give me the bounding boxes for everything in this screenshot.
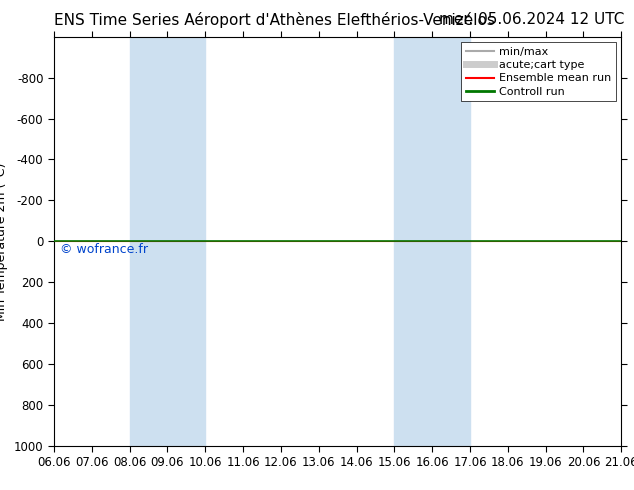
Text: ENS Time Series Aéroport d'Athènes Elefthérios-Venizélos: ENS Time Series Aéroport d'Athènes Eleft…: [54, 12, 495, 28]
Bar: [394, 37, 470, 446]
Text: © wofrance.fr: © wofrance.fr: [60, 244, 148, 256]
Text: mer. 05.06.2024 12 UTC: mer. 05.06.2024 12 UTC: [439, 12, 624, 27]
Y-axis label: Min Temperature 2m (°C): Min Temperature 2m (°C): [0, 162, 8, 320]
Legend: min/max, acute;cart type, Ensemble mean run, Controll run: min/max, acute;cart type, Ensemble mean …: [462, 42, 616, 101]
Bar: [129, 37, 205, 446]
